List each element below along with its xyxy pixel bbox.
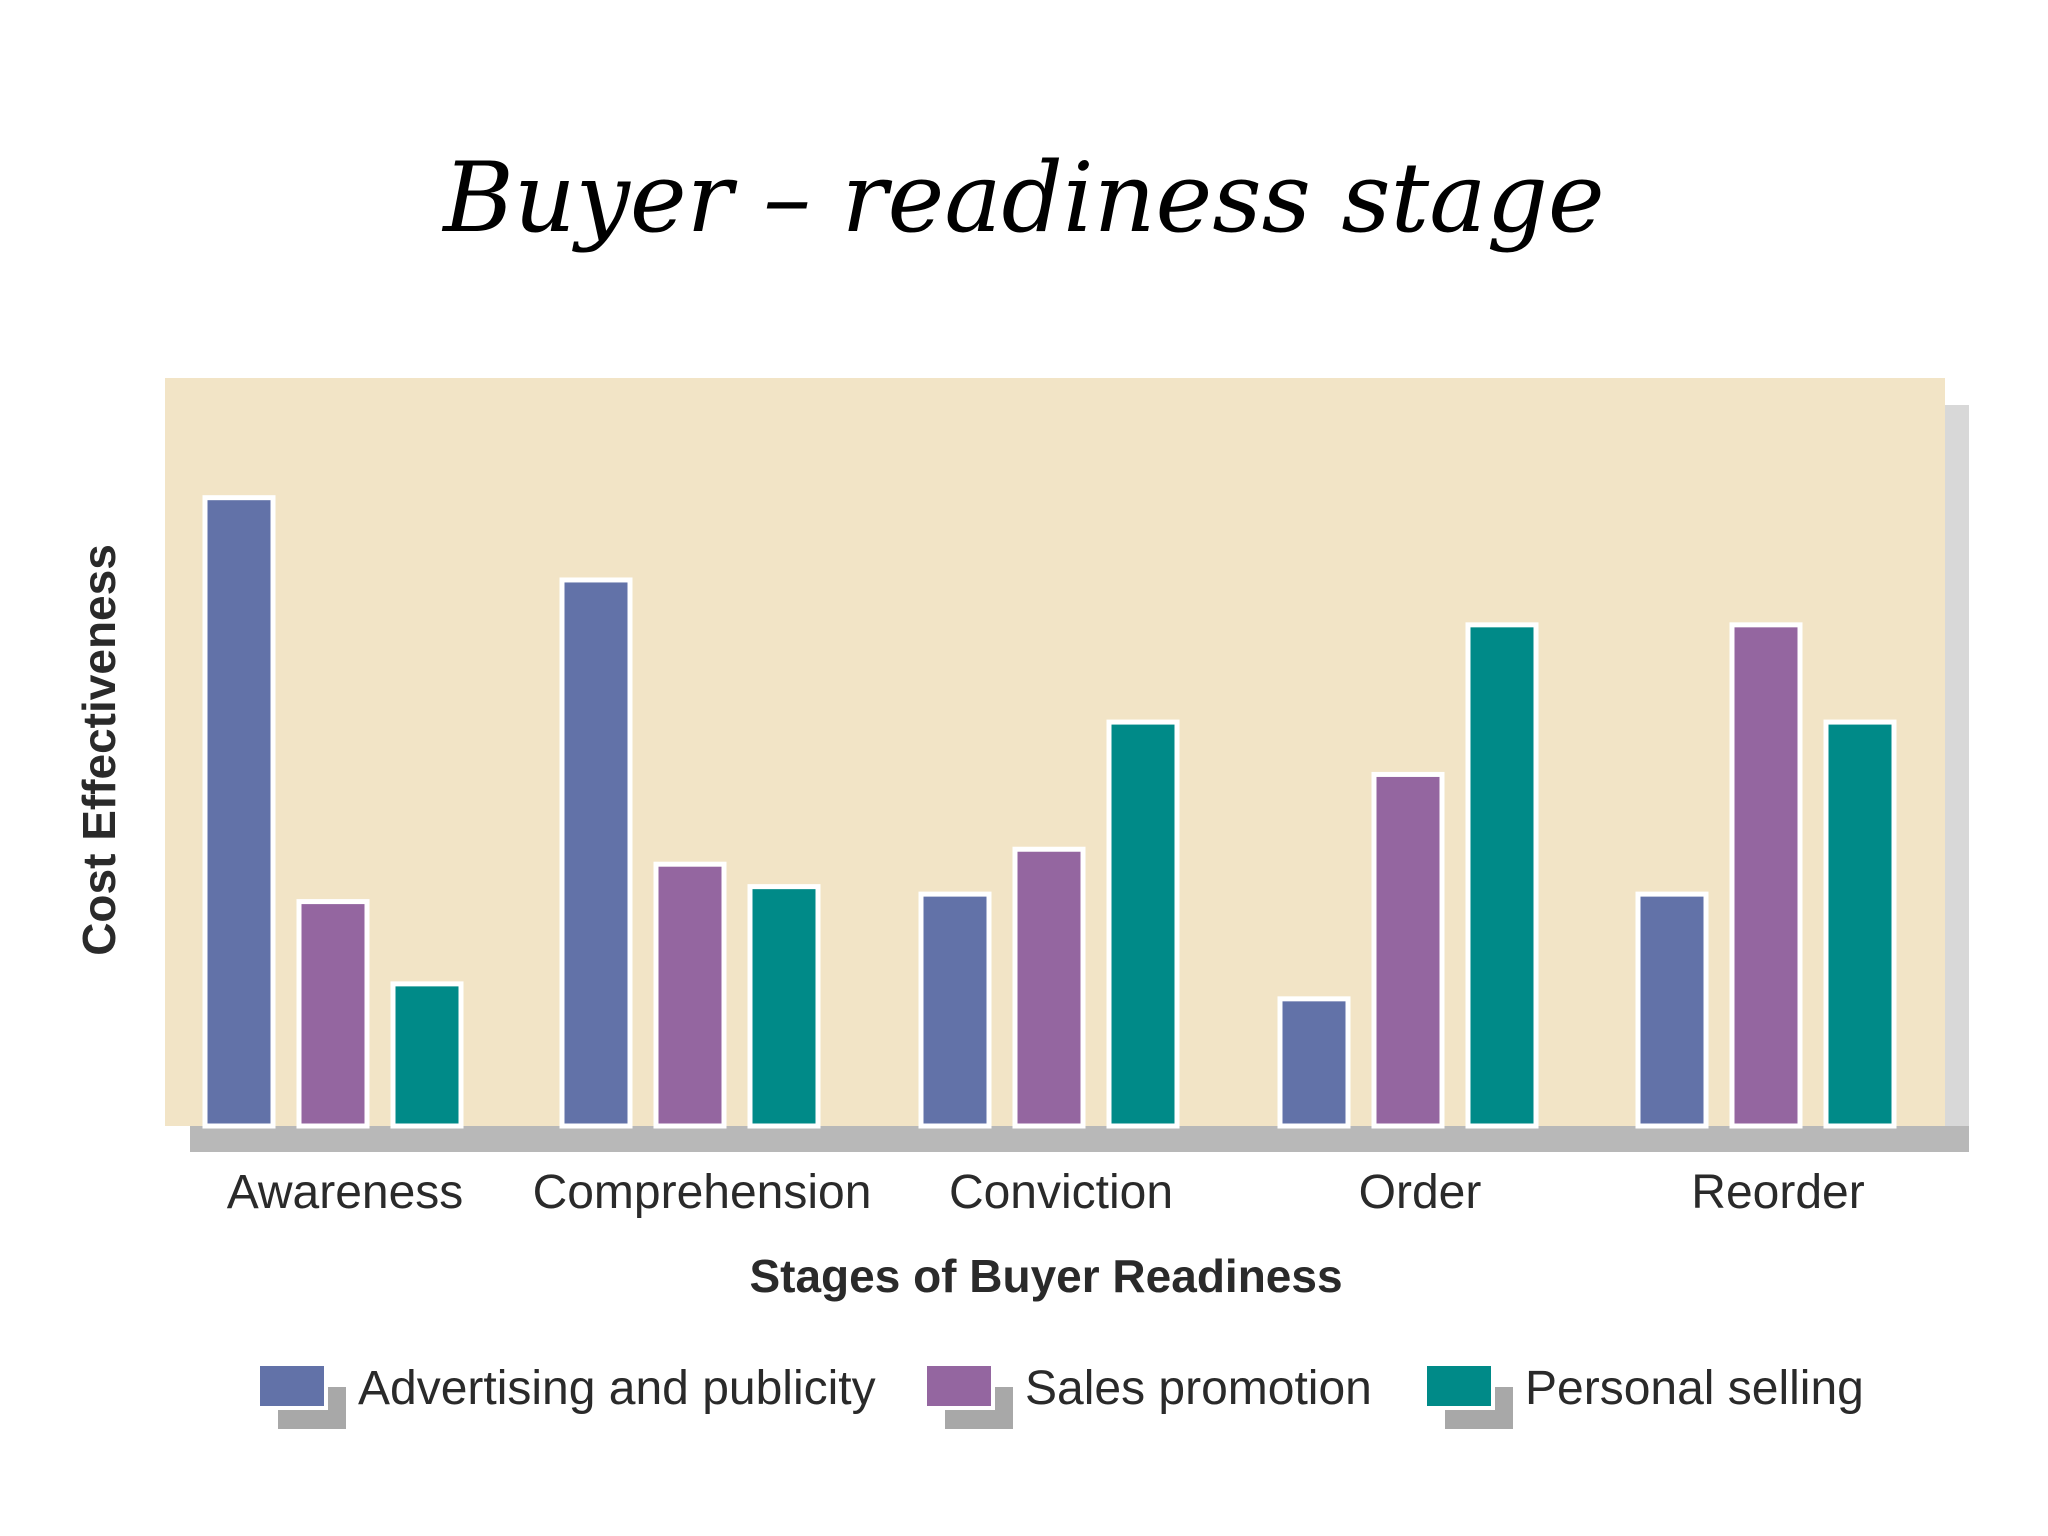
legend-swatch [1423, 1362, 1495, 1410]
bar-awareness-advertising-and-publicity [202, 495, 276, 1129]
bar-comprehension-sales-promotion [653, 861, 727, 1129]
bar-order-personal-selling [1465, 622, 1539, 1129]
y-axis-title: Cost Effectiveness [73, 544, 125, 956]
bar-conviction-personal-selling [1106, 719, 1180, 1129]
bar-comprehension-advertising-and-publicity [559, 577, 633, 1129]
bars-group [202, 495, 1897, 1129]
x-tick-label: Awareness [227, 1166, 464, 1219]
bar-order-advertising-and-publicity [1277, 996, 1351, 1129]
bar-reorder-sales-promotion [1729, 622, 1803, 1129]
slide-title: Buyer – readiness stage [443, 142, 1605, 254]
legend-swatch [256, 1362, 328, 1410]
bar-conviction-advertising-and-publicity [918, 891, 992, 1129]
legend-label: Personal selling [1525, 1362, 1864, 1415]
bar-awareness-sales-promotion [296, 899, 370, 1129]
x-tick-label: Conviction [949, 1166, 1173, 1219]
bar-order-sales-promotion [1371, 771, 1445, 1129]
legend-label: Advertising and publicity [358, 1362, 876, 1415]
plot-shadow-bottom [190, 1126, 1969, 1152]
bar-reorder-personal-selling [1823, 719, 1897, 1129]
bar-conviction-sales-promotion [1012, 846, 1086, 1129]
x-tick-label: Reorder [1691, 1166, 1864, 1219]
x-tick-label: Comprehension [533, 1166, 872, 1219]
legend-label: Sales promotion [1025, 1362, 1372, 1415]
plot-shadow-right [1945, 405, 1969, 1150]
x-tick-labels: Awareness Comprehension Conviction Order Reo… [227, 1166, 1865, 1219]
x-axis-title: Stages of Buyer Readiness [749, 1250, 1342, 1302]
bar-reorder-advertising-and-publicity [1635, 891, 1709, 1129]
legend-swatch [923, 1362, 995, 1410]
bar-comprehension-personal-selling [747, 884, 821, 1129]
x-tick-label: Order [1359, 1166, 1482, 1219]
bar-awareness-personal-selling [390, 981, 464, 1129]
legend: Advertising and publicity Sales promotion… [256, 1362, 1864, 1429]
